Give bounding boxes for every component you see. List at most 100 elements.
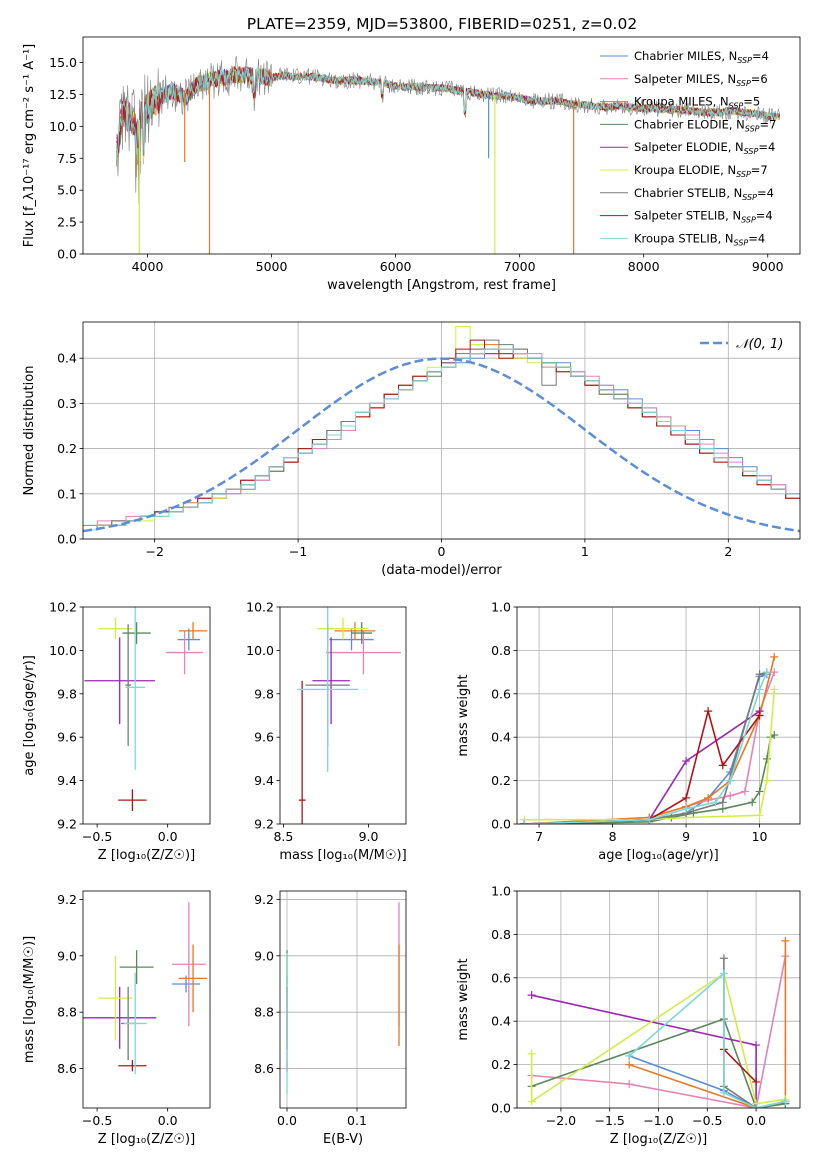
x-tick-label: −2.0 [546,1113,576,1128]
y-tick-label: 9.6 [57,730,77,745]
plot-area [83,326,800,539]
plot-area [297,607,401,824]
weight-line-salpeter-elodie [524,710,761,824]
y-tick-label: 0.2 [491,773,511,788]
y-tick-label: 10.0 [49,119,77,134]
x-tick-label: −1.5 [595,1113,625,1128]
y-axis-label: mass weight [456,674,471,756]
weight-marker [752,1077,761,1086]
gaussian-curve [83,357,800,533]
plot-area [84,607,208,811]
weight-marker [625,1060,634,1069]
legend-label-main: Kroupa ELODIE, N [634,163,736,177]
y-tick-label: 0.2 [57,441,77,456]
weight-marker [770,652,779,661]
x-axis-label: (data-model)/error [381,563,502,578]
weight-line-salpeter-stelib [723,1048,757,1083]
panel-spectrum: 4000 5000 6000 7000 8000 9000 0.0 2.5 5.0 7.5 10.0… [22,36,801,293]
y-tick-label: 0.4 [57,351,77,366]
weight-marker [740,787,749,796]
y-tick-label: 9.2 [254,892,274,907]
x-tick-label: −2 [145,544,163,559]
y-tick-label: 10.2 [246,600,274,615]
weight-marker [625,1051,634,1060]
y-tick-label: 0.0 [57,532,77,547]
x-tick-label: −0.5 [692,1113,722,1128]
legend-label: Kroupa MILES, NSSP=5 [634,95,760,111]
weight-line-salpeter-miles [531,955,787,1108]
weight-marker [625,1080,634,1089]
weight-marker [719,969,728,978]
y-tick-label: 9.8 [254,686,274,701]
y-tick-label: 0.4 [491,730,511,745]
y-tick-label: 9.0 [57,948,77,963]
y-tick-label: 7.5 [57,151,77,166]
x-tick-label: −1.0 [643,1113,673,1128]
panel-mass_weight_vs_Z: −2.0 −1.5 −1.0 −0.5 0.0 0.0 0.2 0.4 0.6 0.8 1.0 Z [… [456,884,801,1147]
y-tick-label: 5.0 [57,183,77,198]
legend-label: Chabrier ELODIE, NSSP=7 [634,117,776,133]
weight-marker [726,791,735,800]
legend-label-sub: SSP [742,193,757,202]
y-tick-label: 9.4 [57,773,77,788]
weight-marker [755,670,764,679]
y-tick-label: 2.5 [57,215,77,230]
legend-label-main: Kroupa MILES, N [634,95,729,109]
legend-label-suffix: =7 [751,163,768,177]
y-tick-label: 1.0 [491,600,511,615]
y-tick-label: 9.4 [254,773,274,788]
legend-label: Chabrier MILES, NSSP=4 [634,49,769,65]
legend-label-suffix: =4 [748,231,765,245]
histogram-salpeter-miles [83,348,800,539]
y-tick-label: 0.8 [491,927,511,942]
legend-label-suffix: =4 [756,209,773,223]
weight-line-chabrier-stelib [524,671,768,824]
x-tick-label: 7 [535,829,543,844]
weight-marker [755,811,764,820]
weight-marker [527,991,536,1000]
y-tick-label: 0.3 [57,396,77,411]
y-tick-label: 9.2 [57,817,77,832]
y-tick-label: 9.2 [254,817,274,832]
weight-marker [527,1097,536,1106]
y-axis-label: age [log₁₀(age/yr)] [22,655,37,776]
weight-marker [704,793,713,802]
x-axis-label: Z [log₁₀(Z/Z☉)] [610,1132,707,1147]
weight-marker [682,757,691,766]
figure-title: PLATE=2359, MJD=53800, FIBERID=0251, z=0… [247,15,637,33]
x-tick-label: 0.0 [277,1113,297,1128]
weight-line-kroupa-stelib [524,671,768,824]
weight-marker [682,804,691,813]
spectrum-line [116,67,780,164]
weight-marker [762,668,771,677]
weight-marker [770,731,779,740]
weight-line-chabrier-miles [524,673,768,824]
y-tick-label: 9.0 [254,948,274,963]
x-tick-label: 4000 [132,259,164,274]
y-tick-label: 0.0 [57,247,77,262]
y-tick-label: 9.8 [57,686,77,701]
weight-marker [719,954,728,963]
x-tick-label: 0.1 [347,1113,367,1128]
x-tick-label: 9000 [752,259,784,274]
weight-marker [748,798,757,807]
x-axis-label: age [log₁₀(age/yr)] [598,848,719,863]
panel-age_vs_Z: −0.5 0.0 9.2 9.4 9.6 9.8 10.0 10.2 Z [log₁₀(Z/Z☉… [22,600,211,863]
weight-marker [755,711,764,720]
weight-marker [770,668,779,677]
histogram-kroupa-miles [83,344,800,539]
plot-area [83,902,208,1075]
histogram-salpeter-elodie [83,353,800,539]
legend-label: Kroupa ELODIE, NSSP=7 [634,163,768,179]
plot-area [286,902,400,1094]
legend-label: Salpeter MILES, NSSP=6 [634,72,768,88]
weight-marker [711,798,720,807]
y-axis-label: mass [log₁₀(M/M☉)] [22,936,37,1063]
legend-label-sub: SSP [729,102,744,111]
x-tick-label: 2 [724,544,732,559]
y-tick-label: 1.0 [491,884,511,899]
x-tick-label: 6000 [380,259,412,274]
legend-label-sub: SSP [745,124,760,133]
panel-mass_vs_Z: −0.5 0.0 8.6 8.8 9.0 9.2 Z [log₁₀(Z/Z☉)] mass [… [22,890,211,1147]
weight-line-salpeter-stelib [524,708,761,824]
